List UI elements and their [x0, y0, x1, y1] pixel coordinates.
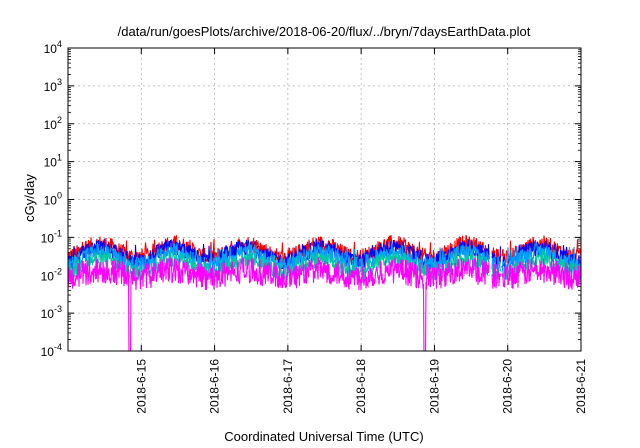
y-tick-label: 10-4 [41, 342, 62, 359]
plot-area: 10-4 10-3 10-2 10-1 100 101 102 103 104 2018-6-15… [41, 39, 588, 414]
x-tick-label: 2018-6-20 [501, 359, 515, 414]
y-axis-label: cGy/day [22, 174, 37, 222]
x-tick-label: 2018-6-16 [208, 359, 222, 414]
y-tick-label: 104 [44, 39, 62, 56]
y-tick-label: 100 [44, 191, 62, 208]
y-tick-label: 10-3 [41, 304, 62, 321]
y-tick-label: 101 [44, 153, 62, 170]
x-tick-label: 2018-6-15 [134, 359, 148, 414]
x-tick-label: 2018-6-21 [574, 359, 588, 414]
plot-border [67, 47, 582, 352]
x-axis-label: Coordinated Universal Time (UTC) [224, 429, 423, 444]
y-tick-label: 10-2 [41, 266, 62, 283]
series-line [68, 256, 581, 351]
x-tick-label: 2018-6-18 [354, 359, 368, 414]
x-tick-label: 2018-6-17 [281, 359, 295, 414]
chart-title: /data/run/goesPlots/archive/2018-06-20/f… [118, 24, 531, 39]
y-tick-label: 103 [44, 77, 62, 94]
y-tick-label: 10-1 [41, 228, 62, 245]
x-tick-label: 2018-6-19 [427, 359, 441, 414]
y-tick-label: 102 [44, 115, 62, 132]
